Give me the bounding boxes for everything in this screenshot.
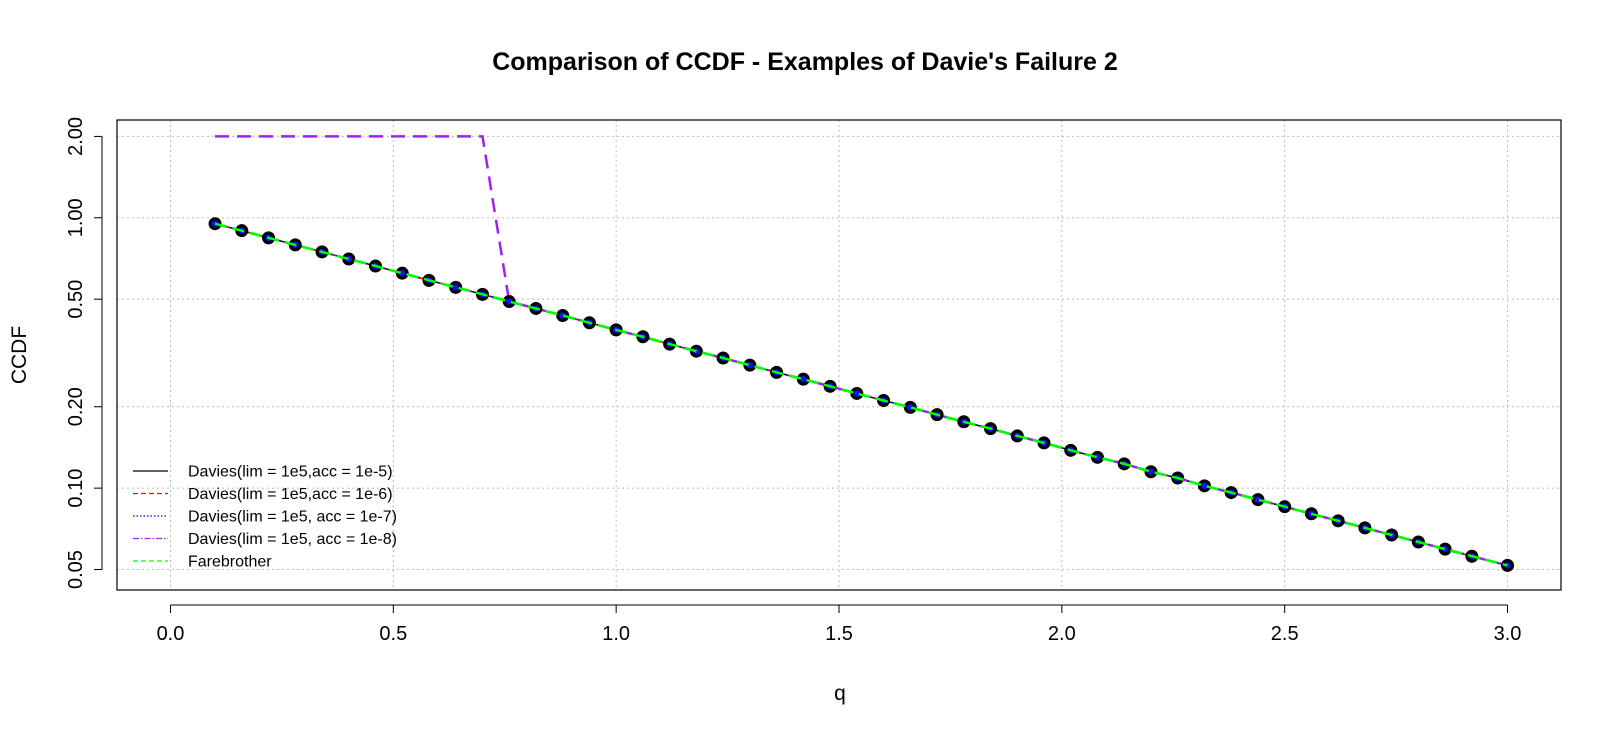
y-tick-label: 0.10 bbox=[65, 469, 87, 508]
x-tick-label: 2.0 bbox=[1048, 623, 1076, 645]
chart-title: Comparison of CCDF - Examples of Davie's… bbox=[492, 48, 1118, 76]
point-marker-inner bbox=[853, 390, 861, 397]
y-tick-label: 1.00 bbox=[65, 198, 87, 237]
x-tick-label: 2.5 bbox=[1271, 623, 1299, 645]
point-marker-inner bbox=[800, 375, 807, 383]
legend-label-3: Davies(lim = 1e5, acc = 1e-7) bbox=[188, 509, 397, 526]
y-tick-label: 0.05 bbox=[65, 550, 87, 589]
y-tick-label: 2.00 bbox=[65, 117, 87, 156]
series-lines bbox=[214, 135, 1508, 567]
y-axis: 0.05 0.10 0.20 0.50 1.00 2.00 bbox=[65, 117, 103, 589]
legend: Davies(lim = 1e5,acc = 1e-5) Davies(lim =… bbox=[133, 464, 397, 571]
x-tick-label: 3.0 bbox=[1494, 623, 1522, 645]
plot-frame bbox=[116, 119, 1562, 591]
legend-label-2: Davies(lim = 1e5,acc = 1e-6) bbox=[188, 486, 393, 503]
legend-label-4: Davies(lim = 1e5, acc = 1e-8) bbox=[188, 531, 397, 548]
legend-label-1: Davies(lim = 1e5,acc = 1e-5) bbox=[188, 464, 393, 481]
x-tick-label: 0.0 bbox=[157, 623, 185, 645]
x-tick-label: 0.5 bbox=[379, 623, 407, 645]
x-tick-label: 1.0 bbox=[602, 623, 630, 645]
series-line-5-overlay bbox=[214, 222, 1508, 567]
point-marker-inner bbox=[1147, 468, 1155, 475]
x-axis-label: q bbox=[834, 682, 846, 705]
y-tick-label: 0.50 bbox=[65, 280, 87, 319]
series-line-4 bbox=[215, 135, 1508, 567]
grid-lines bbox=[117, 120, 1561, 590]
point-marker-inner bbox=[452, 284, 459, 291]
legend-label-5: Farebrother bbox=[188, 554, 272, 571]
series-markers bbox=[208, 217, 1515, 572]
y-tick-label: 0.20 bbox=[65, 387, 87, 426]
point-marker-inner bbox=[1201, 482, 1208, 490]
x-axis: 0.0 0.5 1.0 1.5 2.0 2.5 3.0 bbox=[157, 604, 1522, 645]
y-axis-label: CCDF bbox=[8, 326, 31, 384]
x-tick-label: 1.5 bbox=[825, 623, 853, 645]
